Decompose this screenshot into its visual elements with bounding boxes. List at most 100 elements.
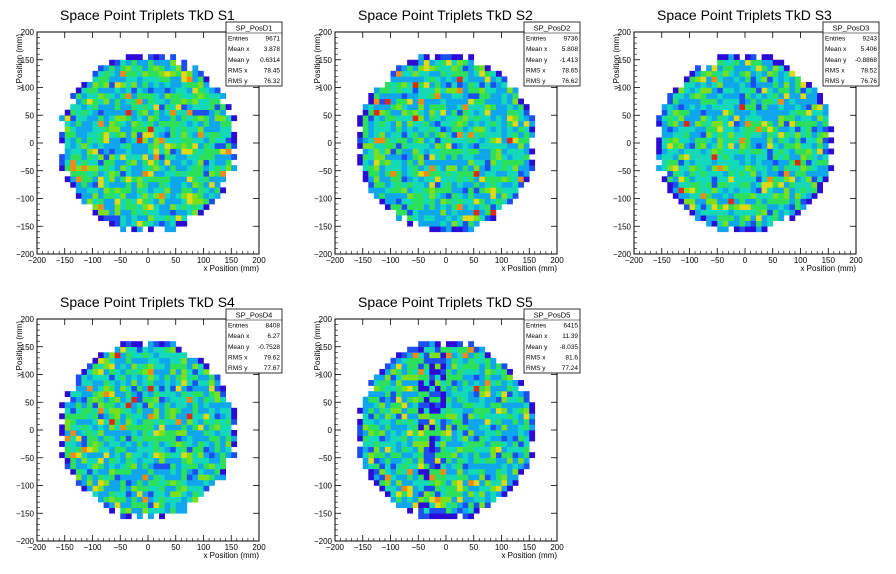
heatmap-cell — [373, 176, 380, 183]
heatmap-cell — [468, 165, 475, 172]
stats-key: Mean y — [526, 57, 548, 64]
stats-key: Mean x — [526, 46, 548, 53]
heatmap-cell — [434, 491, 441, 497]
heatmap-cell — [142, 159, 149, 166]
heatmap-cell — [159, 148, 165, 155]
heatmap-cell — [125, 198, 132, 205]
heatmap-cell — [412, 198, 419, 205]
heatmap-cell — [767, 176, 774, 183]
heatmap-cell — [507, 93, 513, 99]
heatmap-cell — [203, 396, 210, 403]
heatmap-cell — [468, 181, 475, 188]
heatmap-cell — [695, 87, 701, 94]
heatmap-cell — [756, 215, 762, 221]
heatmap-cell — [794, 81, 801, 88]
heatmap-cell — [468, 126, 475, 133]
heatmap-cell — [114, 357, 121, 364]
heatmap-cell — [197, 396, 204, 403]
heatmap-cell — [468, 104, 475, 110]
heatmap-cell — [484, 65, 491, 72]
heatmap-cell — [695, 98, 701, 105]
heatmap-cell — [767, 120, 774, 127]
heatmap-cell — [390, 187, 397, 194]
heatmap-cell — [131, 143, 138, 149]
heatmap-cell — [401, 81, 408, 88]
heatmap-cell — [142, 441, 149, 447]
heatmap-cell — [136, 357, 143, 364]
heatmap-cell — [92, 485, 99, 492]
heatmap-cell — [396, 159, 402, 166]
x-tick-label: 50 — [469, 256, 478, 265]
heatmap-cell — [440, 98, 447, 105]
heatmap-cell — [722, 54, 729, 61]
heatmap-cell — [733, 81, 740, 88]
heatmap-cell — [733, 104, 740, 110]
heatmap-cell — [484, 198, 491, 205]
heatmap-cell — [495, 402, 502, 409]
heatmap-cell — [142, 468, 149, 475]
heatmap-cell — [446, 187, 452, 194]
heatmap-cell — [81, 368, 88, 375]
heatmap-cell — [451, 204, 458, 210]
heatmap-cell — [822, 176, 829, 183]
heatmap-cell — [148, 502, 154, 508]
heatmap-cell — [148, 87, 154, 94]
heatmap-cell — [733, 93, 740, 99]
heatmap-cell — [148, 115, 154, 122]
heatmap-cell — [462, 70, 469, 77]
heatmap-cell — [423, 468, 430, 475]
heatmap-cell — [789, 109, 796, 116]
heatmap-cell — [136, 502, 143, 508]
heatmap-cell — [125, 391, 132, 397]
heatmap-cell — [373, 109, 380, 116]
heatmap-cell — [86, 374, 93, 381]
heatmap-cell — [800, 165, 807, 172]
heatmap-cell — [401, 446, 408, 453]
heatmap-cell — [457, 496, 463, 503]
heatmap-cell — [440, 159, 447, 166]
heatmap-cell — [209, 87, 215, 94]
heatmap-cell — [800, 148, 807, 155]
heatmap-cell — [368, 148, 375, 155]
heatmap-cell — [148, 407, 154, 414]
heatmap-cell — [148, 363, 154, 370]
heatmap-cell — [739, 148, 746, 155]
heatmap-cell — [186, 374, 193, 381]
heatmap-cell — [468, 513, 475, 520]
heatmap-cell — [512, 98, 519, 105]
heatmap-cell — [186, 120, 193, 127]
heatmap-cell — [495, 435, 502, 442]
heatmap-cell — [739, 181, 746, 188]
heatmap-cell — [711, 154, 718, 160]
stats-value: 77.24 — [562, 365, 579, 372]
heatmap-cell — [114, 148, 121, 155]
heatmap-cell — [512, 93, 519, 99]
heatmap-cell — [136, 165, 143, 172]
heatmap-cell — [789, 215, 796, 221]
heatmap-cell — [440, 446, 447, 453]
heatmap-cell — [783, 143, 790, 149]
heatmap-cell — [434, 137, 441, 144]
heatmap-cell — [462, 474, 469, 481]
heatmap-cell — [136, 98, 143, 105]
heatmap-cell — [98, 391, 104, 397]
heatmap-cell — [672, 187, 679, 194]
heatmap-cell — [778, 59, 785, 66]
heatmap-cell — [109, 430, 115, 436]
heatmap-cell — [164, 457, 171, 464]
heatmap-cell — [501, 402, 508, 409]
heatmap-cell — [148, 54, 154, 61]
heatmap-cell — [656, 148, 663, 155]
heatmap-cell — [451, 352, 458, 359]
heatmap-cell — [401, 441, 408, 447]
heatmap-cell — [418, 435, 425, 442]
heatmap-cell — [446, 87, 452, 94]
heatmap-cell — [225, 115, 232, 122]
heatmap-cell — [81, 396, 88, 403]
heatmap-cell — [390, 368, 397, 375]
heatmap-cell — [446, 346, 452, 353]
heatmap-cell — [209, 126, 215, 133]
heatmap-cell — [423, 76, 430, 83]
heatmap-cell — [170, 346, 177, 353]
heatmap-cell — [794, 76, 801, 83]
